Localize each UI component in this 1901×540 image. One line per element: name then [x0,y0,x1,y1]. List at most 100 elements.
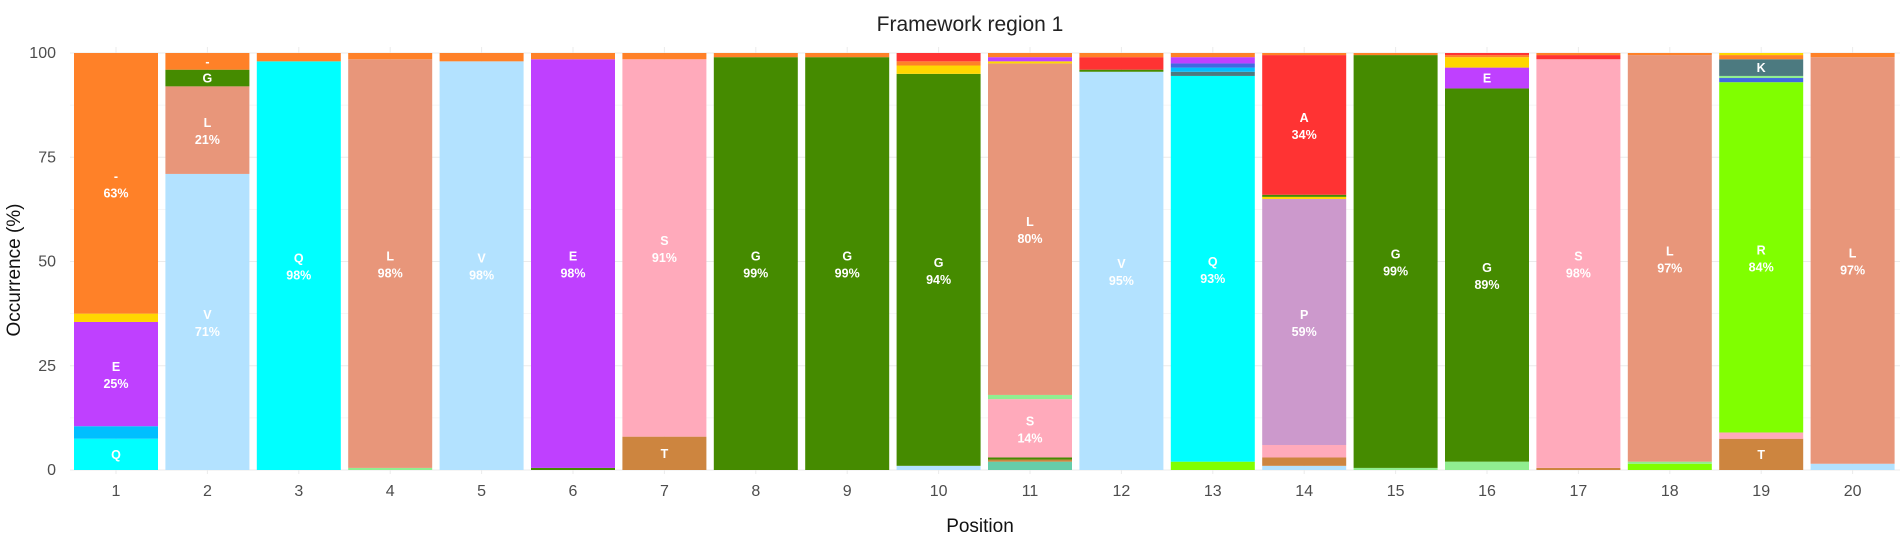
bar-stack-8 [713,53,798,471]
bar-stack-12 [1079,53,1164,470]
segment-percent-label: 98% [378,267,403,281]
segment-label: V [1117,257,1126,271]
x-tick-label: 3 [294,483,303,500]
x-tick-label: 19 [1752,483,1770,500]
segment-label: K [1757,61,1766,75]
y-tick-label: 50 [38,254,56,271]
x-tick-label: 5 [477,483,486,500]
segment-percent-label: 98% [286,269,311,283]
segment-percent-label: 21% [195,133,220,147]
x-tick-label: 6 [569,483,578,500]
bar-segment-10-A [896,53,981,62]
bar-segment-7-S [622,59,707,437]
segment-label: P [1300,308,1308,322]
bar-segment-20-gap [1810,53,1895,58]
bar-segment-11-T [988,459,1072,462]
bar-segment-11-E [988,57,1072,62]
bar-layer [74,53,1895,471]
bar-segment-14-gap [1262,53,1347,56]
segment-label: - [205,55,209,69]
segment-label: Q [111,448,121,462]
bar-segment-17-T [1536,467,1621,470]
y-tick-label: 0 [47,462,56,479]
bar-segment-14-S [1262,444,1347,458]
segment-percent-label: 97% [1657,261,1682,275]
segment-percent-label: 71% [195,325,220,339]
bar-segment-1-Q [74,438,158,470]
bar-stack-9 [805,53,890,471]
bar-segment-13-R [1170,461,1255,470]
bar-stack-11 [988,53,1072,470]
segment-label: E [112,360,120,374]
x-tick-label: 1 [112,483,121,500]
bar-stack-14 [1262,53,1347,470]
x-tick-label: 13 [1204,483,1222,500]
x-tick-label: 11 [1022,483,1039,500]
segment-label: G [842,250,852,264]
bar-segment-13-K [1170,71,1255,76]
bar-stack-6 [531,53,615,470]
segment-label: S [1574,250,1582,264]
segment-percent-label: 97% [1840,263,1865,277]
chart-title: Framework region 1 [877,13,1064,36]
bar-stack-10 [896,53,981,470]
bar-segment-11-S [988,399,1072,458]
y-tick-label: 100 [29,45,56,62]
bar-segment-13-E [1170,57,1255,64]
bar-segment-17-A [1536,55,1621,60]
bar-segment-13-gap [1170,53,1255,58]
bar-segment-18-R [1627,463,1712,470]
x-tick-label: 20 [1844,483,1862,500]
segment-label: L [204,116,212,130]
bar-segment-12-G [1079,69,1164,72]
segment-percent-label: 94% [926,273,951,287]
bar-segment-7-gap [622,53,707,60]
x-tick-label: 9 [843,483,852,500]
bar-segment-7-T [622,436,707,470]
segment-percent-label: 91% [652,251,677,265]
x-tick-label: 18 [1661,483,1679,500]
segment-percent-label: 89% [1474,278,1499,292]
bar-segment-12-gap [1079,53,1164,58]
segment-label-layer: Q E 25% - 63% V 71% L 21% G - Q 98% L 98% V 98% E 98% T S 91%… [103,55,1865,462]
bar-segment-18-gap [1627,53,1712,56]
segment-label: G [934,256,944,270]
x-tick-label: 4 [386,483,395,500]
bar-segment-9-G [805,57,890,471]
x-tick-label: 10 [930,483,948,500]
bar-segment-1-Y [74,313,158,322]
segment-percent-label: 93% [1200,272,1225,286]
bar-segment-6-G [531,467,615,470]
bar-segment-5-V [439,61,524,471]
segment-label: L [1666,244,1674,258]
bar-segment-19-K [1719,59,1804,76]
bar-segment-13-Q [1170,75,1255,462]
bar-segment-2-gap [165,53,250,70]
bar-segment-11-N [988,461,1072,470]
bar-segment-17-S [1536,59,1621,468]
bar-segment-18-L [1627,55,1712,462]
bar-segment-11-L [988,63,1072,395]
segment-label: S [660,234,668,248]
x-tick-label: 17 [1570,483,1588,500]
bar-stack-15 [1353,53,1438,470]
segment-label: V [203,308,212,322]
segment-percent-label: 59% [1292,325,1317,339]
bar-stack-16 [1445,53,1529,470]
bar-stack-4 [348,53,433,470]
segment-percent-label: 34% [1292,128,1317,142]
bar-stack-5 [439,53,524,471]
segment-percent-label: 98% [469,269,494,283]
bar-segment-16-Y [1445,57,1529,68]
segment-percent-label: 98% [560,267,585,281]
segment-percent-label: 84% [1749,260,1774,274]
bar-segment-15-I [1353,467,1438,470]
segment-percent-label: 99% [743,267,768,281]
segment-label: T [1757,448,1765,462]
segment-percent-label: 95% [1109,274,1134,288]
bar-segment-14-Y [1262,196,1347,199]
x-tick-label: 12 [1113,483,1131,500]
y-axis-title: Occurrence (%) [4,203,25,336]
